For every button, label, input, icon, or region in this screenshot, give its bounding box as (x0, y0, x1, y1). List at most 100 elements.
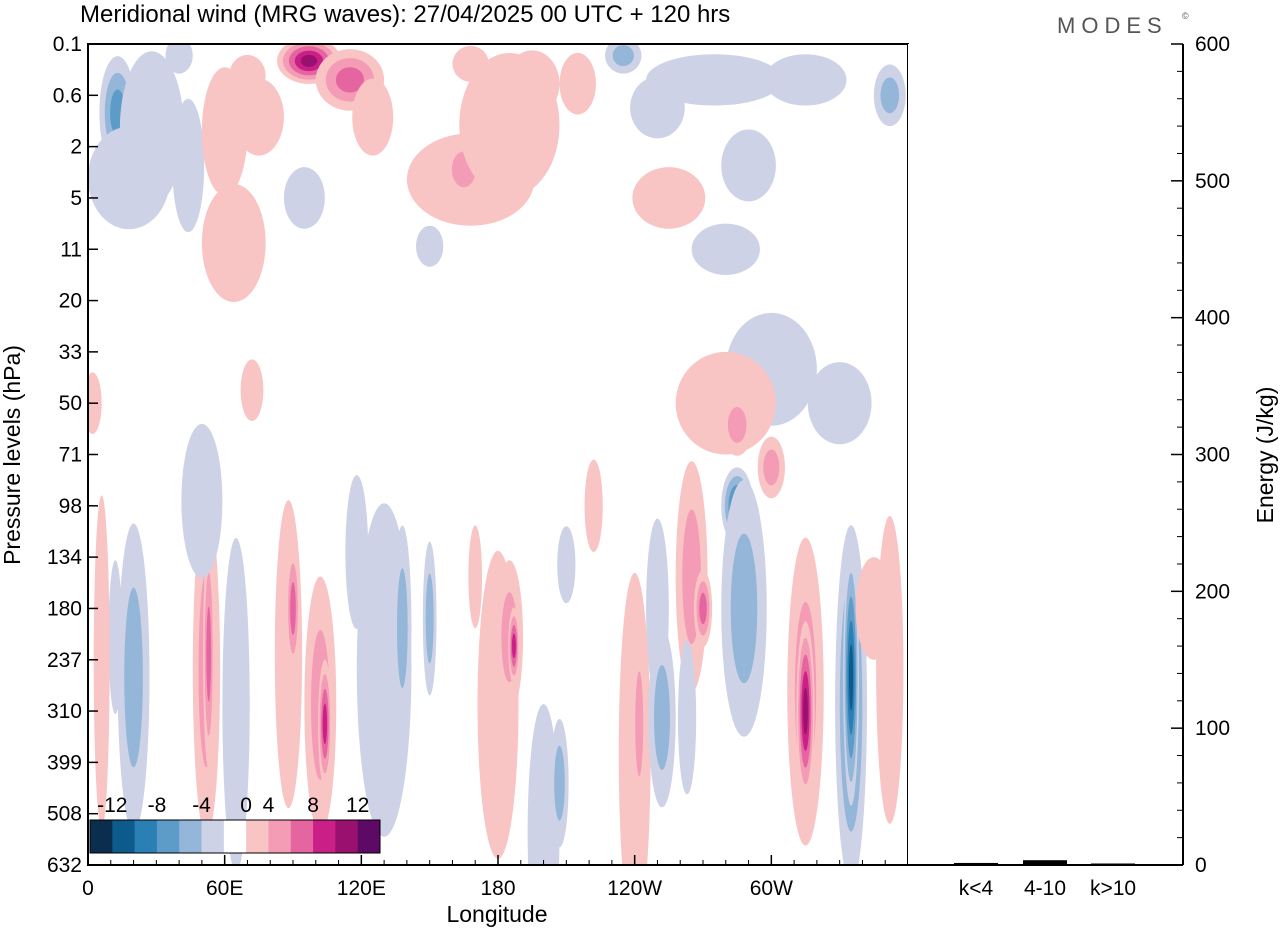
energy-background (908, 44, 1183, 865)
contour-shade (201, 67, 248, 196)
contour-shade (352, 78, 394, 156)
contour-cell (527, 704, 560, 865)
colorbar-swatch (201, 820, 225, 853)
contour-cell (201, 184, 266, 303)
x-tick-label: 60E (206, 877, 243, 900)
contour-cell (584, 459, 603, 552)
y-tick-label: 2 (70, 136, 82, 159)
y-tick-label: 20 (59, 290, 82, 313)
contour-shade (764, 54, 847, 106)
y-tick-label: 50 (59, 392, 82, 415)
contour-cell (559, 52, 596, 115)
y-tick-label: 310 (47, 700, 82, 723)
contour-cell (807, 362, 872, 445)
contour-shade (677, 640, 697, 795)
contour-shade (691, 223, 760, 275)
contour-shade (425, 573, 434, 664)
y-axis: 0.1 0.6 2 5 11 20 33 50 71 98 134 180 237 310 399 508 63… (47, 33, 98, 877)
energy-bar (1023, 860, 1067, 865)
contour-shade (88, 126, 170, 230)
contour-cell (93, 495, 110, 829)
contour-cell (693, 569, 713, 647)
energy-tick-label: 300 (1195, 444, 1230, 467)
contour-shade (699, 592, 707, 625)
contour-cell (181, 423, 223, 578)
energy-y-axis: 0 100 200 300 400 500 600 (1171, 33, 1230, 877)
contour-cell (108, 560, 123, 715)
y-tick-label: 180 (47, 597, 82, 620)
contour-shade (632, 167, 706, 229)
contour-shade (559, 52, 596, 115)
contour-cell (550, 719, 569, 848)
contour-cell (165, 44, 193, 74)
x-tick-label: 60W (750, 877, 793, 900)
contour-cell (873, 64, 906, 127)
contour-cell (843, 549, 860, 806)
colorbar-tick-label: -12 (97, 794, 127, 817)
x-axis-label: Longitude (446, 901, 547, 927)
contour-cell (721, 480, 767, 737)
contour-cell (648, 627, 676, 808)
contour-cell (691, 223, 760, 275)
heatmap-panel: -12 -8 -4 0 4 8 12 0 60E 120E 180 120W 60W 0.10.625… (0, 33, 909, 927)
x-tick-label: 120E (337, 877, 386, 900)
colorbar-tick-label: -8 (148, 794, 167, 817)
y-tick-label: 33 (59, 341, 82, 364)
contour-cell (452, 45, 489, 82)
contour-cell (283, 167, 325, 229)
contour-cell (757, 436, 785, 499)
contour-shade (880, 77, 900, 114)
colorbar-swatch (357, 820, 381, 853)
energy-tick-label: 500 (1195, 170, 1230, 193)
colorbar-frame (89, 819, 381, 854)
colorbar-tick-label: 0 (240, 794, 252, 817)
contour-shade (504, 50, 560, 118)
contour-cell (416, 225, 444, 267)
contour-shade (165, 44, 193, 74)
chart-title: Meridional wind (MRG waves): 27/04/2025 … (80, 1, 730, 28)
contour-cell (422, 541, 437, 696)
contour-cell (172, 98, 205, 233)
colorbar-swatch (223, 820, 247, 853)
y-tick-label: 632 (47, 854, 82, 877)
contour-cell (240, 359, 264, 421)
contour-shade (803, 687, 808, 735)
contour-shade (855, 557, 893, 660)
contour-cell (203, 538, 215, 770)
contour-shade (468, 525, 483, 629)
energy-bar (954, 862, 998, 865)
contour-shade (397, 568, 408, 688)
contour-shade (763, 449, 780, 486)
contour-cell (646, 54, 783, 106)
y-axis-label: Pressure levels (hPa) (0, 345, 25, 565)
y-tick-label: 0.6 (53, 84, 82, 107)
contour-shade (181, 423, 223, 578)
energy-category-label: 4-10 (1024, 877, 1066, 900)
contour-shade (554, 745, 565, 821)
colorbar-swatch (134, 820, 158, 853)
contour-cell (677, 640, 697, 795)
logo-text: MODES (1057, 13, 1168, 38)
x-tick-label: 120W (607, 877, 662, 900)
contour-shade (727, 406, 747, 443)
contour-shade (322, 703, 328, 745)
x-tick-label: 0 (82, 877, 94, 900)
contour-cell (345, 475, 369, 630)
y-tick-label: 237 (47, 649, 82, 672)
energy-panel: 0 100 200 300 400 500 600 k<4 4-10 k>10 Energy (… (908, 33, 1278, 900)
colorbar-swatch (246, 820, 269, 853)
contour-cell (222, 538, 250, 865)
colorbar-swatch (313, 820, 336, 853)
contour-shade (233, 78, 284, 156)
contour-shade (646, 54, 783, 106)
contour-shade (124, 587, 143, 768)
colorbar-tick-label: 4 (263, 794, 275, 817)
contour-cell (721, 394, 754, 456)
colorbar-swatch (90, 820, 113, 853)
contour-shade (335, 67, 365, 93)
contour-cell (632, 167, 706, 229)
contour-shade (721, 129, 776, 202)
contour-cell (468, 525, 483, 629)
contour-shade (172, 98, 205, 233)
contour-shade (206, 606, 212, 702)
